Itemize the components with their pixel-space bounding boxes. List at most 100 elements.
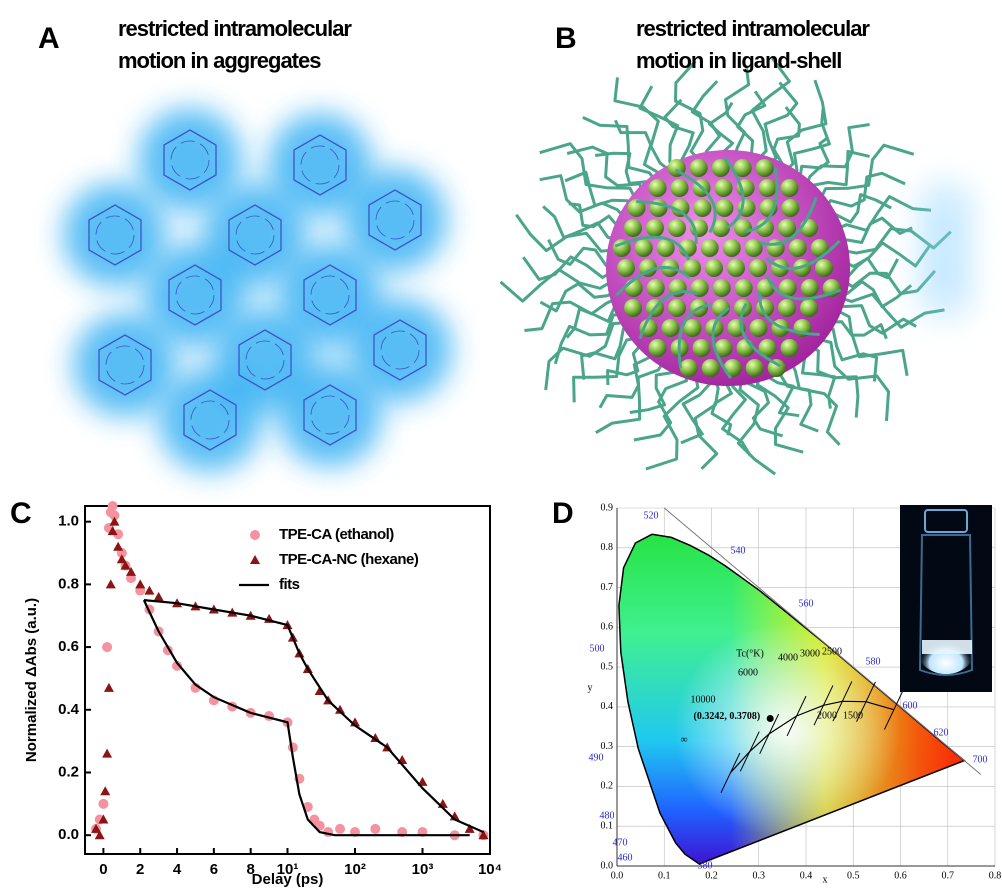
x-tick-label: 0.6	[894, 870, 907, 881]
wavelength-label: 520	[644, 510, 659, 521]
ligand	[752, 59, 789, 166]
data-point	[102, 749, 112, 758]
surface-atom	[734, 219, 752, 237]
ligand	[780, 80, 826, 175]
wavelength-label: 460	[618, 852, 633, 863]
chromaticity-point	[767, 715, 774, 722]
surface-atom	[691, 279, 709, 297]
x-tick-label: 4	[173, 861, 182, 878]
y-tick-label: 1.0	[58, 513, 79, 530]
legend-label: TPE-CA-NC (hexane)	[279, 551, 419, 568]
legend-marker	[250, 555, 260, 564]
surface-atom	[781, 339, 799, 357]
panel-title: motion in aggregates	[118, 48, 321, 73]
ligand	[524, 296, 622, 331]
surface-atom	[778, 299, 796, 317]
surface-atom	[749, 319, 767, 337]
ligand	[822, 173, 905, 214]
x-tick-label: 0.7	[942, 870, 955, 881]
surface-atom	[781, 199, 799, 217]
surface-atom	[635, 239, 653, 257]
ligand	[646, 368, 698, 469]
wavelength-label: 600	[903, 700, 918, 711]
surface-atom	[723, 239, 741, 257]
data-point	[144, 586, 154, 595]
glow	[158, 368, 262, 472]
wavelength-label: 580	[866, 656, 881, 667]
data-point	[113, 542, 123, 551]
temperature-label: 1500	[843, 710, 863, 721]
legend-label: TPE-CA (ethanol)	[279, 526, 394, 543]
temperature-label: 6000	[738, 667, 758, 678]
x-tick-label: 0.2	[705, 870, 718, 881]
x-tick-label: 10³	[412, 861, 434, 878]
panel-title: restricted intramolecular	[636, 16, 870, 41]
wavelength-label: 500	[590, 643, 605, 654]
wavelength-label: 560	[799, 598, 814, 609]
temperature-label: 10000	[691, 694, 716, 705]
y-tick-label: 0.2	[58, 763, 79, 780]
data-point	[335, 824, 345, 834]
surface-atom	[702, 359, 720, 377]
surface-atom	[617, 259, 635, 277]
x-tick-label: 0.1	[658, 870, 671, 881]
surface-atom	[705, 259, 723, 277]
y-tick-label: 0.8	[58, 575, 79, 592]
panel-title: motion in ligand-shell	[636, 48, 841, 73]
surface-atom	[713, 279, 731, 297]
temperature-label: 2500	[822, 646, 842, 657]
ligand	[676, 61, 704, 165]
panel-label: D	[552, 497, 574, 530]
x-tick-label: 6	[210, 861, 218, 878]
vial-photo	[900, 505, 992, 692]
figure: A restricted intramolecular motion in ag…	[0, 0, 1002, 890]
surface-atom	[756, 159, 774, 177]
surface-atom	[749, 259, 767, 277]
wavelength-label: 380	[698, 860, 713, 871]
glow	[278, 363, 382, 467]
surface-atom	[727, 259, 745, 277]
surface-atom	[693, 339, 711, 357]
surface-atom	[781, 179, 799, 197]
temperature-label: 3000	[800, 648, 820, 659]
surface-atom	[647, 279, 665, 297]
wavelength-label: 540	[731, 545, 746, 556]
surface-atom	[746, 359, 764, 377]
y-tick-label: 0.1	[601, 821, 614, 832]
data-point	[100, 786, 110, 795]
glow	[915, 260, 975, 320]
x-tick-label: 10²	[344, 861, 366, 878]
surface-atom	[624, 299, 642, 317]
wavelength-label: 480	[600, 810, 615, 821]
x-tick-label: 2	[136, 861, 144, 878]
surface-atom	[693, 199, 711, 217]
y-axis-label: y	[588, 682, 593, 693]
ligand	[811, 337, 889, 421]
ligand	[804, 125, 870, 193]
panel-label: A	[38, 22, 60, 55]
data-point	[108, 501, 118, 511]
surface-atom	[800, 299, 818, 317]
panel-label: B	[555, 22, 577, 55]
data-point	[135, 579, 145, 588]
y-tick-label: 0.0	[601, 860, 614, 871]
panel-label: C	[10, 497, 32, 530]
x-tick-label: 0.8	[989, 870, 1002, 881]
x-axis-label: Delay (ps)	[252, 871, 324, 888]
y-axis-label: Normalized ΔAbs (a.u.)	[23, 598, 40, 762]
y-tick-label: 0.6	[58, 638, 79, 655]
x-tick-label: 0.3	[753, 870, 766, 881]
y-tick-label: 0.4	[58, 701, 80, 718]
data-point	[104, 683, 114, 692]
y-tick-label: 0.0	[58, 826, 79, 843]
x-tick-label: 0.5	[847, 870, 860, 881]
y-tick-label: 0.2	[601, 781, 614, 792]
temperature-title: Tc(°K)	[736, 648, 764, 659]
x-tick-label: 0	[99, 861, 107, 878]
data-point	[154, 592, 164, 601]
surface-atom	[649, 179, 667, 197]
temperature-label: ∞	[680, 734, 687, 745]
surface-atom	[690, 159, 708, 177]
ligand	[789, 356, 840, 445]
glow	[73, 313, 177, 417]
